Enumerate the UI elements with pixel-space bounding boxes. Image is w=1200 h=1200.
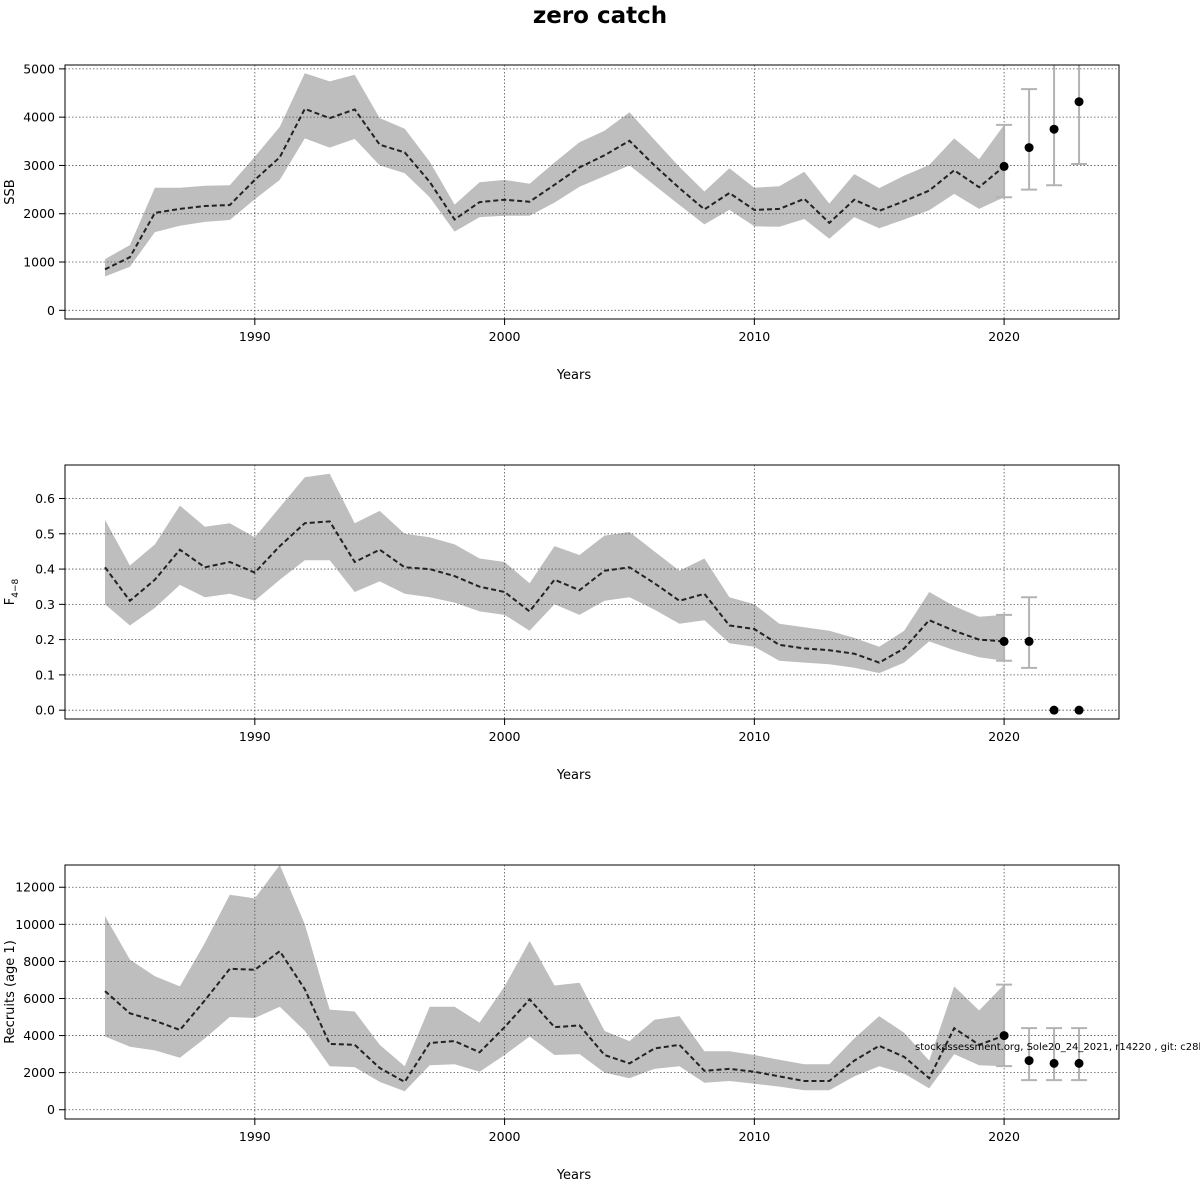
recruits-ytick-label-3: 6000	[23, 991, 55, 1006]
fbar-ytick-label-0: 0.0	[35, 703, 55, 718]
ssb-xtick-label-2010: 2010	[738, 329, 770, 344]
recruits-xtick-label-2010: 2010	[738, 1129, 770, 1144]
ssb-forecast-point-2020	[999, 161, 1009, 171]
fbar-ytick-label-1: 0.1	[35, 667, 55, 682]
ssb-ylabel: SSB	[3, 179, 18, 204]
recruits-panel: 1990 2000 2010 2020 0 2000 4000 6000 8000 10000 12…	[3, 864, 1120, 1183]
fbar-xtick-label-2000: 2000	[489, 729, 521, 744]
fbar-xlabel: Years	[556, 768, 592, 783]
ssb-estimate-line	[104, 107, 1005, 271]
chart-title: zero catch	[533, 3, 667, 29]
fbar-forecast-point-2020	[999, 636, 1009, 646]
ssb-ytick-label-0: 0	[47, 303, 55, 318]
fbar-ytick-label-2: 0.2	[35, 632, 55, 647]
recruits-forecast-point-2023	[1074, 1058, 1084, 1068]
ssb-ytick-label-3: 3000	[23, 158, 55, 173]
fbar-xtick-label-2020: 2020	[988, 729, 1020, 744]
fbar-ytick-label-3: 0.3	[35, 597, 55, 612]
ssb-ytick-label-4: 4000	[23, 110, 55, 125]
fbar-estimate-line	[104, 520, 1005, 664]
recruits-ytick-label-6: 12000	[15, 880, 55, 895]
recruits-forecast-point-2022	[1049, 1058, 1059, 1068]
fbar-plot-frame	[64, 464, 1120, 720]
recruits-xtick-label-2020: 2020	[988, 1129, 1020, 1144]
recruits-ytick-label-5: 10000	[15, 917, 55, 932]
recruits-ytick-label-4: 8000	[23, 954, 55, 969]
recruits-xtick-label-1990: 1990	[239, 1129, 271, 1144]
fbar-ylabel: F4−8	[3, 578, 21, 605]
ssb-ytick-label-5: 5000	[23, 61, 55, 76]
ssb-confidence-band	[105, 73, 1005, 277]
fbar-ytick-label-5: 0.5	[35, 526, 55, 541]
ssb-ytick-label-1: 1000	[23, 255, 55, 270]
fbar-forecast-point-2021	[1024, 636, 1034, 646]
fbar-xtick-label-2010: 2010	[738, 729, 770, 744]
ssb-forecast-point-2021	[1024, 143, 1034, 153]
ssb-ytick-label-2: 2000	[23, 206, 55, 221]
recruits-ytick-label-0: 0	[47, 1102, 55, 1117]
fbar-forecast-point-2023	[1074, 705, 1084, 715]
recruits-forecast-point-2020	[999, 1031, 1009, 1041]
fbar-ytick-label-4: 0.4	[35, 562, 55, 577]
fbar-ytick-label-6: 0.6	[35, 491, 55, 506]
fbar-forecast-point-2022	[1049, 705, 1059, 715]
ssb-xtick-label-2020: 2020	[988, 329, 1020, 344]
recruits-ylabel: Recruits (age 1)	[3, 940, 18, 1044]
recruits-plot-frame	[64, 864, 1120, 1120]
ssb-xlabel: Years	[556, 368, 592, 383]
recruits-estimate-line	[104, 949, 1005, 1084]
recruits-xtick-label-2000: 2000	[489, 1129, 521, 1144]
fbar-panel: 1990 2000 2010 2020 0.0 0.1 0.2 0.3 0.4 0.5 0.6 Yea…	[3, 464, 1120, 783]
fbar-confidence-band	[105, 473, 1005, 674]
recruits-xlabel: Years	[556, 1168, 592, 1183]
recruits-ytick-label-2: 4000	[23, 1028, 55, 1043]
ssb-forecast-point-2023	[1074, 97, 1084, 107]
ssb-forecast-point-2022	[1049, 124, 1059, 134]
ssb-panel: 1990 2000 2010 2020 0 1000 2000 3000 4000 5000 Yea…	[3, 61, 1120, 383]
recruits-ytick-label-1: 2000	[23, 1065, 55, 1080]
ssb-plot-frame	[64, 64, 1120, 320]
recruits-confidence-band	[105, 865, 1005, 1092]
recruits-forecast-point-2021	[1024, 1056, 1034, 1066]
fbar-xtick-label-1990: 1990	[239, 729, 271, 744]
ssb-xtick-label-2000: 2000	[489, 329, 521, 344]
footnote: stockassessment.org, Sole20_24_2021, r14…	[915, 1042, 1200, 1053]
ssb-xtick-label-1990: 1990	[239, 329, 271, 344]
